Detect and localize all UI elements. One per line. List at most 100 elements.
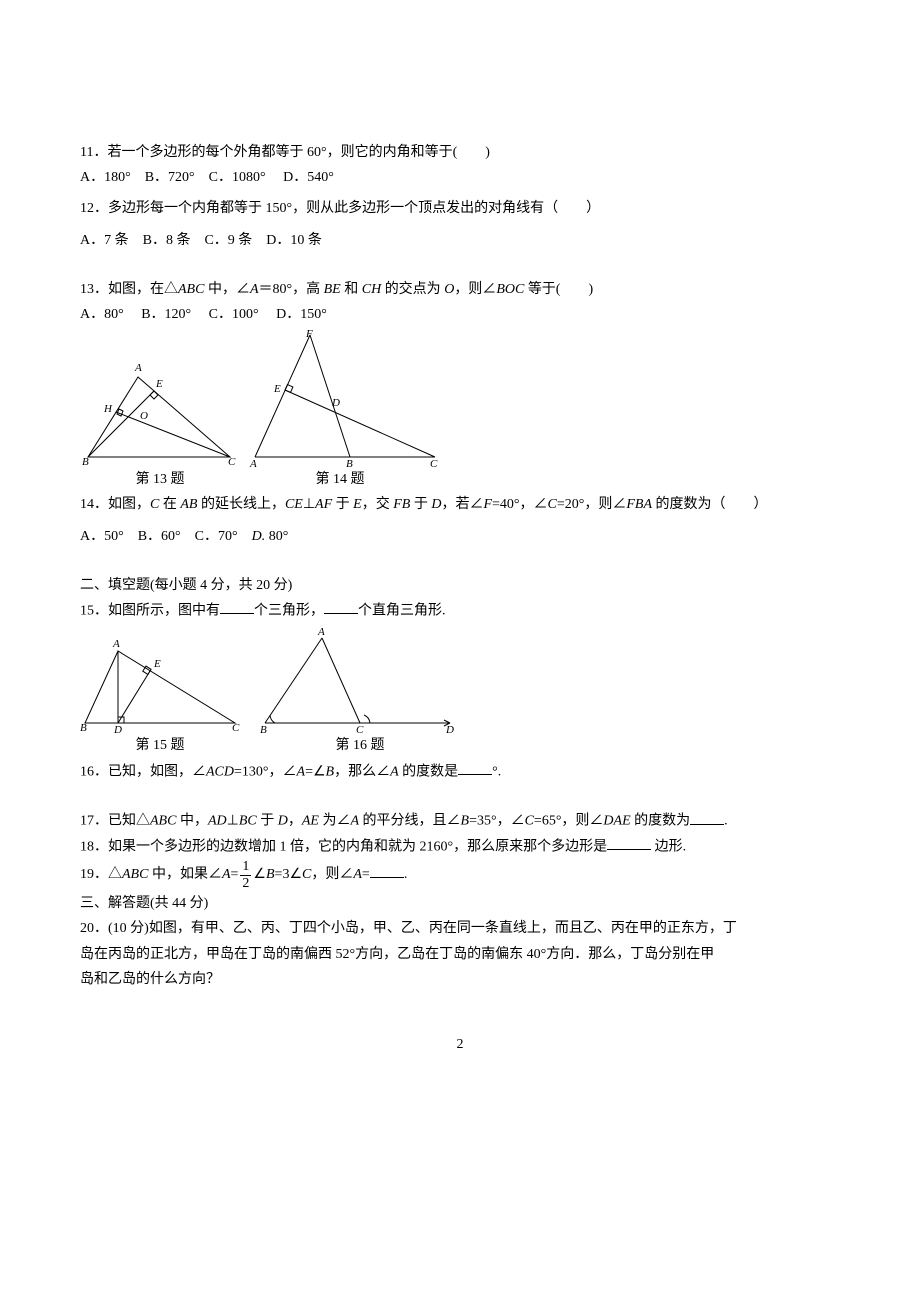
q17-o: =35°，∠: [469, 814, 525, 829]
q14-a: 14．如图，: [80, 497, 150, 512]
q17-e: ⊥: [227, 814, 239, 829]
q14-opt-a: A．50° B．60° C．70°: [80, 529, 252, 544]
q14-c: 在: [159, 497, 180, 512]
figure-row-13-14: A B C H E O: [80, 327, 840, 467]
q12-text: 12．多边形每一个内角都等于 150°，则从此多边形一个顶点发出的对角线有（ ）: [80, 196, 840, 221]
fig14-label-B: B: [346, 458, 353, 467]
q13-i: 的交点为: [381, 282, 444, 297]
q19-g: B: [266, 867, 275, 882]
q15-b: 个三角形，: [254, 603, 324, 618]
figure-14-container: A B C F E D: [240, 327, 440, 467]
q19-k: A: [353, 867, 362, 882]
figure-labels-row-1: 第 13 题 第 14 题: [80, 467, 840, 492]
q19-i: C: [302, 867, 311, 882]
q16-e: =∠: [305, 764, 325, 779]
q13-m: 等于( ): [524, 282, 593, 297]
q19-frac-num: 1: [240, 859, 251, 875]
q14-q: =40°，∠: [492, 497, 548, 512]
q17-m: 的平分线，且∠: [359, 814, 461, 829]
fig13-label-A: A: [134, 362, 142, 374]
q14-m: 于: [410, 497, 431, 512]
fig14-label-F: F: [305, 328, 313, 340]
q13-e: ＝80°，高: [259, 282, 324, 297]
fig13-label-C: C: [228, 456, 236, 467]
q18-b: 边形.: [651, 839, 686, 854]
fig15-label-E: E: [153, 658, 161, 670]
q20-line1: 20．(10 分)如图，有甲、乙、丙、丁四个小岛，甲、乙、丙在同一条直线上，而且…: [80, 916, 840, 941]
q15-c: 个直角三角形.: [358, 603, 446, 618]
q17-c: 中，: [176, 814, 208, 829]
q12-options: A．7 条 B．8 条 C．9 条 D．10 条: [80, 228, 840, 253]
q14-d: AB: [180, 497, 197, 512]
q17-s: 的度数为: [631, 814, 691, 829]
q18-text: 18．如果一个多边形的边数增加 1 倍，它的内角和就为 2160°，那么原来那个…: [80, 834, 840, 860]
q19-frac-den: 2: [240, 876, 251, 891]
q19-e: =: [231, 867, 239, 882]
figure-13-container: A B C H E O: [80, 357, 240, 467]
fig16-label-A: A: [317, 626, 325, 638]
section-3-heading: 三、解答题(共 44 分): [80, 891, 840, 916]
q19-f: ∠: [253, 867, 266, 882]
q17-g: 于: [257, 814, 278, 829]
figure-13: A B C H E O: [80, 357, 240, 467]
q13-text: 13．如图，在△ABC 中，∠A＝80°，高 BE 和 CH 的交点为 O，则∠…: [80, 277, 840, 302]
q19-a: 19．△: [80, 867, 122, 882]
q14-h: AF: [315, 497, 332, 512]
q13-f: BE: [324, 282, 341, 297]
q19-d: A: [222, 867, 231, 882]
q16-f: B: [326, 764, 335, 779]
q13-a: 13．如图，在△: [80, 282, 178, 297]
q14-e: 的延长线上，: [197, 497, 285, 512]
q19-m: .: [404, 867, 408, 882]
q17-p: C: [525, 814, 534, 829]
q14-k: ，交: [362, 497, 394, 512]
q15-a: 15．如图所示，图中有: [80, 603, 220, 618]
fig16-caption: 第 16 题: [260, 733, 460, 758]
q14-g: ⊥: [303, 497, 315, 512]
q16-d: A: [297, 764, 306, 779]
q17-a: 17．已知△: [80, 814, 150, 829]
fig16-label-B: B: [260, 724, 267, 733]
q13-c: 中，∠: [204, 282, 250, 297]
q18-a: 18．如果一个多边形的边数增加 1 倍，它的内角和就为 2160°，那么原来那个…: [80, 839, 607, 854]
fig14-label-D: D: [331, 397, 340, 409]
q19-c: 中，如果∠: [148, 867, 222, 882]
q13-h: CH: [362, 282, 381, 297]
section-2-heading: 二、填空题(每小题 4 分，共 20 分): [80, 573, 840, 598]
fig13-label-B: B: [82, 456, 89, 467]
q20-line3: 岛和乙岛的什么方向？: [80, 967, 840, 992]
fig15-caption: 第 15 题: [80, 733, 240, 758]
q19-h: =3∠: [275, 867, 302, 882]
q19-blank: [370, 862, 404, 878]
q14-o: ，若∠: [441, 497, 483, 512]
fig13-label-O: O: [140, 410, 148, 422]
q19-l: =: [362, 867, 370, 882]
q14-b: C: [150, 497, 159, 512]
q17-b: ABC: [150, 814, 176, 829]
q17-text: 17．已知△ABC 中，AD⊥BC 于 D，AE 为∠A 的平分线，且∠B=35…: [80, 808, 840, 834]
q11-text: 11．若一个多边形的每个外角都等于 60°，则它的内角和等于( ): [80, 140, 840, 165]
fig14-label-E: E: [273, 383, 281, 395]
q13-l: BOC: [496, 282, 524, 297]
figure-16-container: A B C D: [260, 623, 460, 733]
figure-15: A B C D E: [80, 631, 240, 733]
q18-blank: [607, 834, 651, 850]
q16-b: ACD: [206, 764, 234, 779]
q14-s: =20°，则∠: [557, 497, 627, 512]
q17-d: AD: [208, 814, 227, 829]
fig14-label-A: A: [249, 458, 257, 467]
figure-labels-row-2: 第 15 题 第 16 题: [80, 733, 840, 758]
q13-options: A．80° B．120° C．100° D．150°: [80, 302, 840, 327]
q17-h: D: [278, 814, 288, 829]
q16-a: 16．已知，如图，∠: [80, 764, 206, 779]
q17-n: B: [461, 814, 470, 829]
fig15-label-B: B: [80, 722, 87, 733]
q15-blank-2: [324, 598, 358, 614]
fig15-label-D: D: [113, 724, 122, 733]
q14-opt-b: D.: [252, 529, 266, 544]
q17-i: ，: [288, 814, 302, 829]
fig15-label-A: A: [112, 638, 120, 650]
q14-i: 于: [332, 497, 353, 512]
q15-blank-1: [220, 598, 254, 614]
figure-14: A B C F E D: [240, 327, 440, 467]
